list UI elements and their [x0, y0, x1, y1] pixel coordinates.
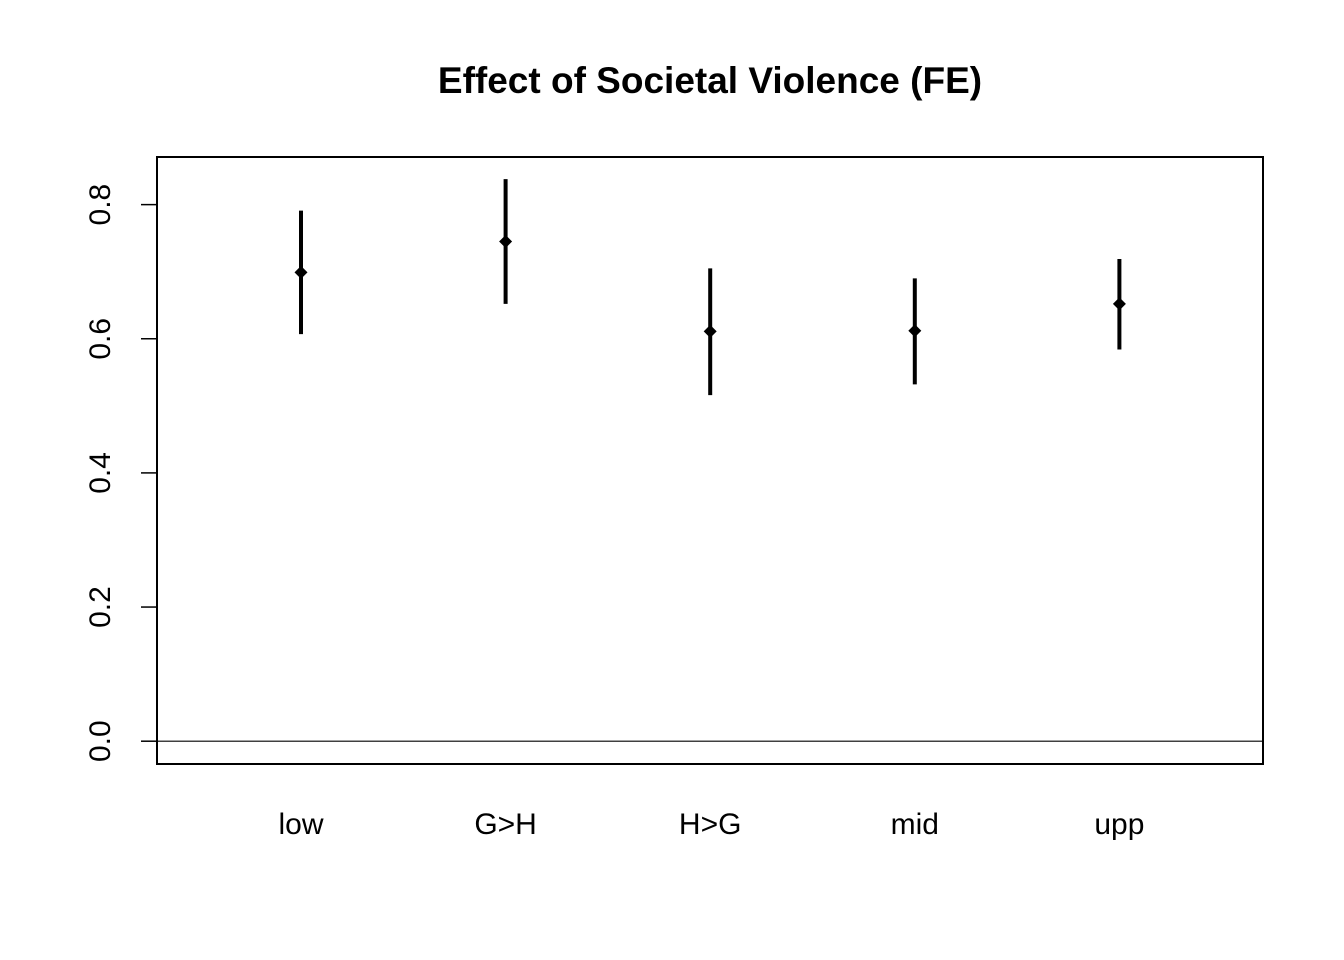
y-tick-label: 0.8 — [84, 184, 117, 226]
x-category-label: low — [278, 808, 323, 841]
point-estimate — [499, 235, 513, 249]
plot-frame — [156, 156, 1264, 765]
x-axis-labels: low G>H H>G mid upp — [278, 808, 1144, 841]
x-category-label: H>G — [679, 808, 742, 841]
x-category-label: mid — [891, 808, 939, 841]
point-estimate — [1112, 297, 1126, 311]
y-tick-label: 0.6 — [84, 318, 117, 360]
point-estimate — [294, 265, 308, 279]
x-category-label: G>H — [474, 808, 537, 841]
point-estimate — [703, 324, 717, 338]
point-estimate — [908, 324, 922, 338]
y-axis: 0.0 0.2 0.4 0.6 0.8 — [84, 184, 158, 762]
y-tick-label: 0.0 — [84, 720, 117, 762]
y-tick-label: 0.2 — [84, 586, 117, 628]
data-marks — [294, 179, 1126, 396]
chart-title: Effect of Societal Violence (FE) — [438, 60, 982, 101]
x-category-label: upp — [1094, 808, 1144, 841]
y-tick-label: 0.4 — [84, 452, 117, 494]
